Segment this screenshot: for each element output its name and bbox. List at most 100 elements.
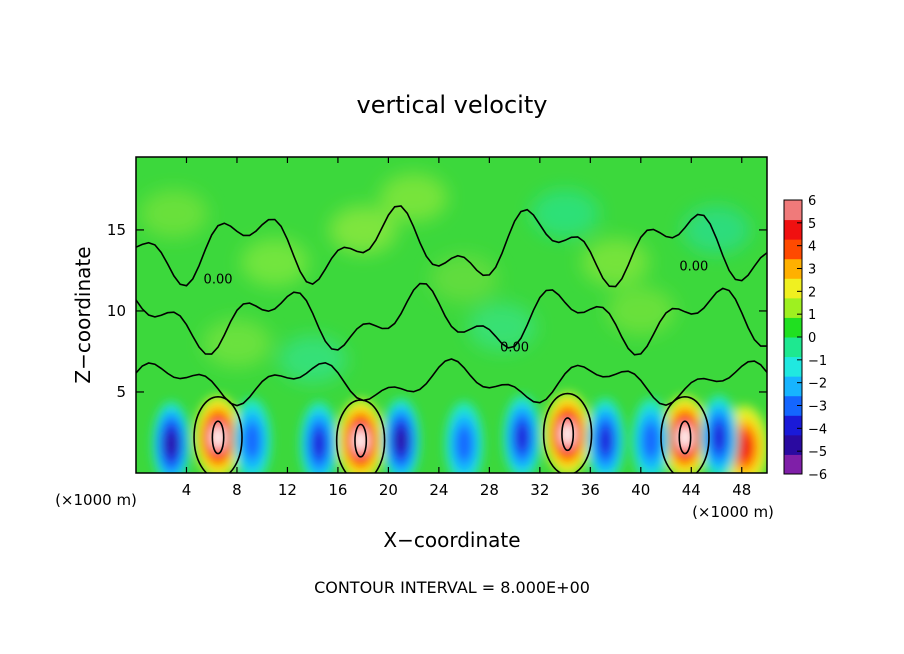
- x-tick-label-4: 20: [379, 481, 398, 499]
- x-axis-ticks: 4 8 12 16 20 24 28 32 36 40 44 48: [182, 157, 751, 499]
- field-patch-6: [682, 205, 751, 254]
- field-patch-1: [240, 238, 309, 287]
- colorbar-tick-label-1: 5: [808, 217, 816, 232]
- contour-label-1: 0.00: [500, 340, 529, 355]
- field-patch-7: [379, 173, 448, 222]
- contour-line-low: [136, 358, 767, 407]
- colorbar-swatch-11: [784, 239, 802, 260]
- colorbar-ticks: 6 5 4 3 2 1 0 −1 −2 −3 −4 −5 −6: [797, 194, 827, 483]
- colorbar-swatch-0: [784, 454, 802, 475]
- colorbar-tick-label-4: 2: [808, 285, 816, 300]
- plot-area: 0.00 0.00 0.00: [136, 157, 767, 473]
- field-patch-8: [202, 319, 271, 368]
- colorbar-swatch-10: [784, 258, 802, 279]
- contour-interval-note: CONTOUR INTERVAL = 8.000E+00: [314, 578, 590, 597]
- y-tick-label-2: 15: [107, 221, 126, 239]
- colorbar-swatch-7: [784, 317, 802, 338]
- colorbar-swatch-6: [784, 337, 802, 358]
- x-tick-label-3: 16: [328, 481, 347, 499]
- contour-lines: [136, 205, 767, 473]
- colorbar-tick-label-10: −4: [808, 422, 827, 437]
- colorbar-swatches: [784, 200, 802, 475]
- x-tick-label-9: 40: [631, 481, 650, 499]
- x-tick-label-1: 8: [232, 481, 242, 499]
- colorbar-tick-label-3: 3: [808, 263, 816, 278]
- x-unit-right: (×1000 m): [692, 503, 774, 521]
- y-tick-label-1: 10: [107, 302, 126, 320]
- x-tick-label-2: 12: [278, 481, 297, 499]
- x-tick-label-11: 48: [732, 481, 751, 499]
- field-patch-11: [581, 238, 650, 287]
- y-axis-ticks: 5 10 15: [107, 221, 767, 401]
- colorbar-tick-label-9: −3: [808, 400, 827, 415]
- core-contour-0: [211, 420, 225, 455]
- downdraft-cell-5: [165, 431, 177, 456]
- updraft-cell-4: [737, 435, 752, 460]
- cell-contour-3: [660, 396, 710, 473]
- field-patch-2: [329, 205, 398, 254]
- downdraft-cell-9: [455, 425, 473, 463]
- updraft-cell-1: [355, 431, 366, 450]
- x-tick-label-7: 32: [530, 481, 549, 499]
- downdraft-cell-13: [712, 422, 726, 453]
- downdraft-cell-10: [515, 422, 529, 453]
- field-patch-10: [278, 335, 347, 384]
- colorbar-swatch-13: [784, 200, 802, 221]
- colorbar-tick-label-8: −2: [808, 377, 827, 392]
- colorbar-swatch-2: [784, 415, 802, 436]
- core-contour-3: [678, 420, 692, 455]
- colorbar: 6 5 4 3 2 1 0 −1 −2 −3 −4 −5 −6: [783, 194, 827, 483]
- cell-contour-0: [193, 396, 243, 473]
- contour-label-2: 0.00: [679, 259, 708, 274]
- cell-contour-1: [335, 399, 386, 473]
- colorbar-swatch-1: [784, 434, 802, 455]
- y-axis-label: Z−coordinate: [71, 246, 95, 383]
- chart-title: vertical velocity: [357, 91, 548, 119]
- downdraft-cell-7: [312, 429, 326, 459]
- plot-frame: [135, 156, 768, 474]
- updraft-cell-3: [679, 428, 691, 447]
- colorbar-tick-label-11: −5: [808, 445, 827, 460]
- downdraft-cell-12: [642, 421, 660, 460]
- upper-field-variation: [139, 173, 751, 384]
- colorbar-tick-label-0: 6: [808, 194, 816, 209]
- colorbar-swatch-9: [784, 278, 802, 299]
- velocity-cells: [152, 391, 767, 473]
- downdraft-cell-6: [243, 421, 261, 460]
- downdraft-cell-11: [598, 425, 613, 456]
- colorbar-tick-label-5: 1: [808, 308, 816, 323]
- colorbar-tick-label-7: −1: [808, 354, 827, 369]
- colorbar-tick-label-2: 4: [808, 240, 816, 255]
- colorbar-swatch-3: [784, 395, 802, 416]
- colorbar-swatch-8: [784, 297, 802, 318]
- x-tick-label-5: 24: [429, 481, 448, 499]
- field-patch-3: [430, 254, 499, 303]
- colorbar-tick-label-6: 0: [808, 331, 816, 346]
- contour-label-0: 0.00: [204, 272, 233, 287]
- colorbar-swatch-5: [784, 356, 802, 377]
- contour-line-mid: [136, 282, 767, 356]
- field-patch-0: [139, 189, 208, 238]
- x-tick-label-0: 4: [182, 481, 192, 499]
- cell-contour-2: [542, 392, 593, 473]
- colorbar-tick-label-12: −6: [808, 468, 827, 483]
- x-unit-left: (×1000 m): [55, 491, 137, 509]
- core-contour-1: [354, 423, 368, 458]
- x-tick-label-10: 44: [682, 481, 701, 499]
- colorbar-swatch-4: [784, 376, 802, 397]
- contour-labels: 0.00 0.00 0.00: [204, 259, 709, 355]
- colorbar-swatch-12: [784, 219, 802, 240]
- x-tick-label-8: 36: [581, 481, 600, 499]
- updraft-cell-2: [562, 425, 573, 443]
- field-patch-5: [606, 286, 675, 335]
- contour-line-high: [136, 205, 767, 288]
- y-tick-label-0: 5: [116, 383, 126, 401]
- field-patch-4: [531, 189, 600, 238]
- core-contour-2: [561, 417, 575, 452]
- field-patch-9: [467, 303, 536, 352]
- x-axis-label: X−coordinate: [383, 528, 520, 552]
- downdraft-cell-8: [395, 428, 407, 453]
- updraft-cell-0: [212, 428, 224, 447]
- x-tick-label-6: 28: [480, 481, 499, 499]
